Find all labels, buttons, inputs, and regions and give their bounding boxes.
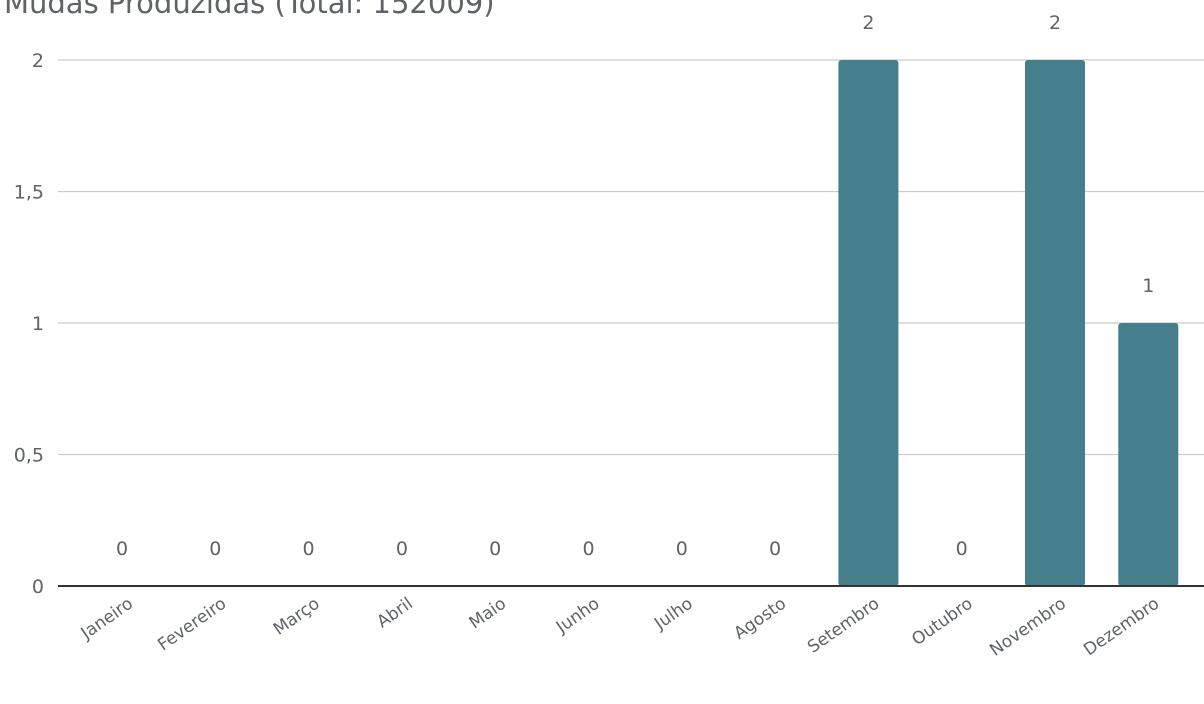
y-tick-label: 0 bbox=[32, 576, 44, 598]
x-tick-label: Setembro bbox=[804, 594, 883, 658]
x-tick-label: Abril bbox=[373, 594, 416, 633]
x-tick-label: Outubro bbox=[908, 594, 976, 650]
data-label: 0 bbox=[116, 538, 128, 560]
chart-title: Mudas Produzidas (Total: 152009) bbox=[4, 0, 495, 20]
data-label: 0 bbox=[582, 538, 594, 560]
y-tick-label: 1 bbox=[32, 313, 44, 335]
data-label: 1 bbox=[1142, 275, 1154, 297]
x-tick-label: Agosto bbox=[730, 594, 790, 644]
x-tick-label: Fevereiro bbox=[154, 594, 230, 655]
x-tick-label: Julho bbox=[650, 594, 696, 635]
bar bbox=[1025, 60, 1085, 586]
y-tick-label: 2 bbox=[32, 50, 44, 72]
x-tick-label: Junho bbox=[552, 594, 603, 638]
x-tick-label: Março bbox=[270, 594, 324, 640]
y-tick-label: 0,5 bbox=[14, 445, 44, 467]
x-tick-label: Novembro bbox=[986, 594, 1070, 661]
data-label: 0 bbox=[956, 538, 968, 560]
data-label: 0 bbox=[489, 538, 501, 560]
data-label: 0 bbox=[769, 538, 781, 560]
data-label: 2 bbox=[1049, 12, 1061, 34]
data-label: 0 bbox=[396, 538, 408, 560]
data-label: 2 bbox=[862, 12, 874, 34]
x-tick-label: Maio bbox=[466, 594, 510, 633]
bar bbox=[838, 60, 899, 586]
x-tick-label: Dezembro bbox=[1080, 594, 1163, 660]
data-label: 0 bbox=[676, 538, 688, 560]
bar bbox=[1118, 323, 1179, 586]
data-label: 0 bbox=[209, 538, 221, 560]
y-tick-label: 1,5 bbox=[14, 182, 44, 204]
data-label: 0 bbox=[303, 538, 315, 560]
x-tick-label: Janeiro bbox=[77, 594, 137, 644]
